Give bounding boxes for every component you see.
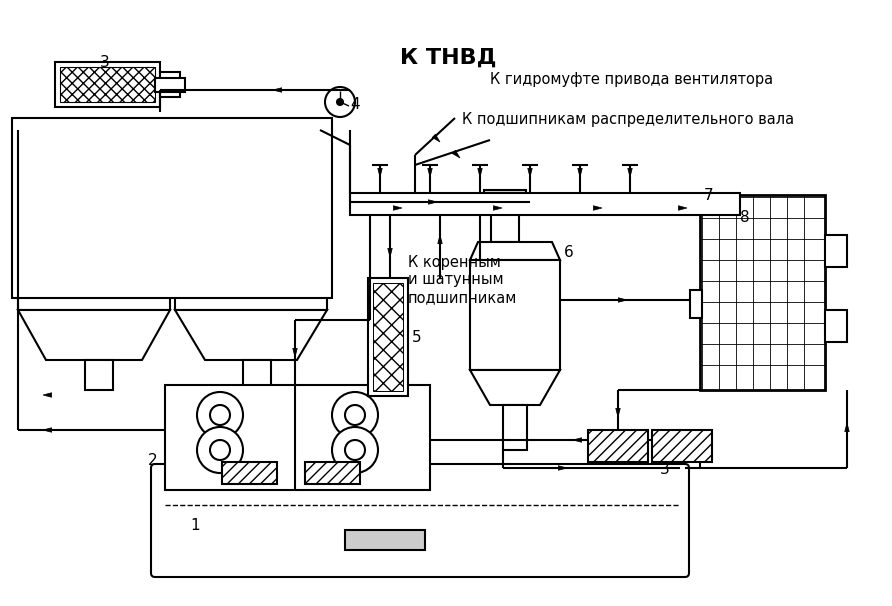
Polygon shape: [452, 150, 460, 158]
Text: 4: 4: [350, 97, 359, 112]
Polygon shape: [273, 88, 282, 92]
Bar: [55, 62, 160, 107]
Bar: [503, 405, 527, 450]
Polygon shape: [573, 438, 582, 442]
Bar: [222, 462, 277, 484]
Text: К гидромуфте привода вентилятора: К гидромуфте привода вентилятора: [490, 72, 773, 87]
Polygon shape: [478, 168, 483, 177]
Text: 6: 6: [564, 245, 574, 260]
Polygon shape: [845, 423, 849, 431]
Text: К коренным
и шатунным
подшипникам: К коренным и шатунным подшипникам: [408, 255, 517, 305]
Bar: [175, 125, 327, 310]
Bar: [85, 360, 113, 390]
Polygon shape: [678, 205, 687, 210]
Text: 3: 3: [100, 55, 110, 70]
Bar: [588, 430, 648, 462]
Text: 1: 1: [190, 518, 200, 533]
Polygon shape: [388, 248, 392, 257]
Circle shape: [345, 405, 365, 425]
Bar: [160, 72, 180, 97]
Polygon shape: [618, 298, 627, 302]
Polygon shape: [18, 310, 170, 360]
Polygon shape: [428, 168, 433, 177]
Bar: [60, 67, 155, 102]
Bar: [368, 278, 408, 396]
Bar: [373, 283, 403, 391]
Bar: [825, 235, 847, 267]
Polygon shape: [578, 168, 582, 177]
Bar: [305, 462, 360, 484]
Text: К подшипникам распределительного вала: К подшипникам распределительного вала: [462, 112, 794, 127]
Circle shape: [197, 427, 243, 473]
Polygon shape: [470, 370, 560, 405]
Bar: [165, 385, 430, 490]
Polygon shape: [293, 348, 297, 357]
Bar: [652, 430, 712, 462]
Bar: [470, 260, 560, 370]
Bar: [700, 195, 825, 390]
Bar: [243, 360, 271, 390]
Polygon shape: [493, 205, 502, 210]
Polygon shape: [528, 168, 533, 177]
Bar: [345, 530, 425, 550]
Bar: [825, 310, 847, 342]
Polygon shape: [558, 466, 567, 470]
Text: 5: 5: [412, 330, 422, 345]
Polygon shape: [377, 168, 383, 177]
Bar: [12, 118, 332, 298]
Bar: [18, 125, 170, 310]
Polygon shape: [593, 205, 602, 210]
Circle shape: [345, 440, 365, 460]
Bar: [690, 290, 702, 318]
Circle shape: [197, 392, 243, 438]
Circle shape: [332, 427, 378, 473]
Circle shape: [332, 392, 378, 438]
Polygon shape: [628, 168, 632, 177]
Text: К ТНВД: К ТНВД: [400, 48, 496, 68]
Polygon shape: [470, 242, 560, 260]
Text: 8: 8: [740, 210, 749, 225]
Polygon shape: [428, 200, 437, 204]
Bar: [350, 193, 740, 215]
Circle shape: [210, 440, 230, 460]
Bar: [491, 202, 519, 242]
Circle shape: [210, 405, 230, 425]
Polygon shape: [43, 428, 52, 432]
Bar: [484, 190, 526, 202]
Circle shape: [325, 87, 355, 117]
Bar: [155, 78, 185, 92]
FancyBboxPatch shape: [151, 464, 689, 577]
Polygon shape: [175, 310, 327, 360]
Polygon shape: [615, 408, 620, 417]
Text: 7: 7: [704, 188, 714, 203]
Polygon shape: [438, 235, 442, 244]
Polygon shape: [43, 393, 52, 398]
Text: 2: 2: [148, 453, 158, 468]
Polygon shape: [393, 205, 402, 210]
Polygon shape: [433, 135, 440, 142]
Text: 3: 3: [660, 462, 670, 477]
Circle shape: [337, 99, 343, 105]
